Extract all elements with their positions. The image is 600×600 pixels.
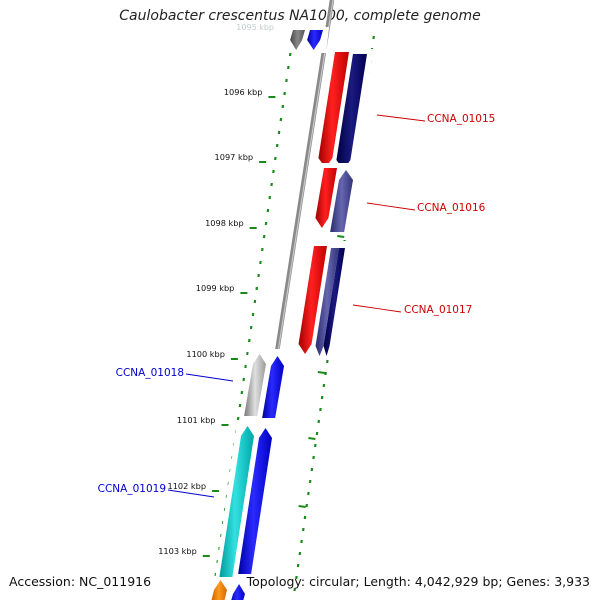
gene-ccna-01017-forward [298,246,327,354]
gene-ccna-01019-reverse [238,428,272,574]
scale-tick-label-partial: 1095 kbp [236,23,274,32]
gene-ccna-01017-pair-a [315,248,339,356]
gene-ccna-01019-pair [219,426,254,578]
gene-label-leader [185,373,234,382]
gene-labels: CCNA_01015 CCNA_01016 CCNA_01017 CCNA_01018… [98,113,495,498]
scale-ticks: 1096 kbp 1097 kbp 1098 kbp 1099 kbp 1100 kbp… [158,23,276,557]
ring-dash [298,505,306,508]
gene-ccna-01018-pair [244,354,266,416]
accession-text: Accession: NC_011916 [9,574,152,589]
gene-label-leader [366,202,416,211]
gene-ccna-01015-forward [318,52,349,168]
gene-label-leader [167,489,215,498]
gene-label: CCNA_01016 [417,202,486,214]
scale-tick-label: 1103 kbp [158,546,197,556]
scale-tick-label: 1098 kbp [205,218,244,228]
scale-tick-label: 1100 kbp [186,349,225,359]
gene-partial-blue [307,30,323,50]
gene-ccna-01016-forward [315,168,337,228]
map-title: Caulobacter crescentus NA1000, complete … [119,8,481,24]
gene-features [208,27,373,600]
scale-tick-label: 1099 kbp [196,283,235,293]
gene-ccna-01015-pair [336,54,367,170]
gene-ccna-01018-reverse [262,356,284,418]
scale-tick-label: 1097 kbp [215,152,254,162]
gene-label-leader [376,114,426,122]
gene-ccna-01016-pair [330,170,353,232]
gene-label: CCNA_01017 [404,304,472,316]
ring-dash [337,235,345,238]
gene-partial-gray [290,30,305,50]
scale-tick-label: 1096 kbp [224,87,263,97]
scale-tick-label: 1102 kbp [167,481,206,491]
scale-tick-label: 1101 kbp [177,415,216,425]
gene-label: CCNA_01018 [116,367,184,379]
gene-partial-blue-bottom [231,584,245,600]
ring-dash [317,371,325,374]
gene-label-leader [352,304,402,313]
gene-label: CCNA_01019 [98,483,166,495]
gene-label: CCNA_01015 [427,113,495,125]
gene-ccna-01017-pair-b [323,248,345,356]
topology-summary-text: Topology: circular; Length: 4,042,929 bp… [246,574,590,589]
gene-partial-orange [211,580,227,600]
ring-dash [308,437,316,440]
